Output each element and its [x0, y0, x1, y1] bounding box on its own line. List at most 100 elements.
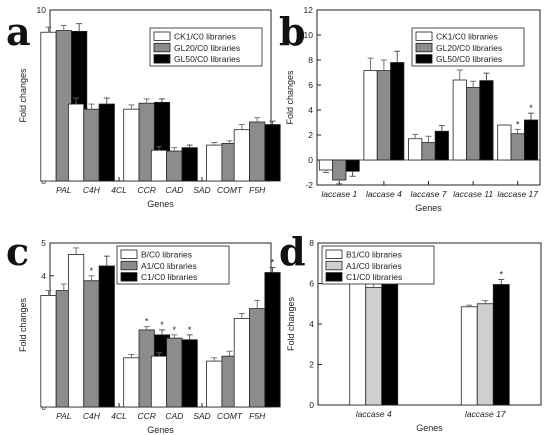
significance-star: * [271, 258, 275, 268]
y-axis-label: Fold changes [286, 296, 296, 351]
bar [318, 159, 334, 171]
y-tick-label: 2 [308, 130, 313, 140]
significance-star: * [529, 103, 533, 113]
y-tick-label: 6 [309, 279, 314, 289]
bar [249, 308, 266, 408]
legend-swatch [120, 272, 138, 282]
bar [479, 80, 494, 161]
bar [421, 142, 436, 161]
y-tick-label: 2 [309, 360, 314, 370]
y-tick-label: 4 [309, 319, 314, 329]
bar [98, 103, 115, 182]
bar [206, 360, 223, 408]
x-tick-label: CCR [137, 411, 155, 421]
significance-star: * [160, 320, 164, 330]
y-axis-label: Fold changes [285, 70, 295, 125]
y-axis-label: Fold changes [18, 297, 28, 352]
bar [365, 287, 383, 406]
bar [460, 306, 478, 406]
bar [150, 149, 168, 182]
legend-label: CK1/C0 libraries [174, 32, 236, 42]
x-tick-label: CAD [165, 185, 183, 195]
panel-letter-b: b [279, 9, 306, 54]
significance-star: * [90, 266, 94, 276]
x-tick-label: PAL [56, 185, 72, 195]
legend-label: GL50/C0 libraries [174, 54, 240, 64]
x-tick-label: SAD [193, 411, 210, 421]
panel-letter-a: a [6, 9, 31, 54]
legend-label: C1/C0 libraries [346, 272, 402, 282]
legend-swatch [325, 249, 343, 259]
bar [166, 150, 183, 182]
legend-label: CK1/C0 libraries [436, 32, 498, 42]
bar [492, 284, 510, 406]
x-tick-label: 4CL [111, 411, 127, 421]
bar [476, 303, 494, 406]
bar [349, 281, 367, 406]
bar [123, 108, 140, 182]
panel-c: c 012345PALC4H4CLCCRCADSADCOMTF5H******G… [6, 229, 281, 435]
bar [83, 280, 100, 408]
bar [233, 318, 250, 408]
y-tick-label: 6 [308, 80, 313, 90]
legend-label: A1/C0 libraries [141, 261, 197, 271]
bar [206, 144, 223, 182]
significance-star: * [145, 317, 149, 327]
legend-swatch [120, 260, 138, 271]
x-tick-label: CAD [165, 411, 183, 421]
legend-swatch [325, 272, 343, 282]
bar [68, 254, 85, 408]
x-axis-label: Genes [415, 203, 442, 213]
x-tick-label: COMT [217, 185, 243, 195]
y-tick-label: 4 [41, 271, 46, 281]
y-tick-label: 4 [308, 105, 313, 115]
bar [264, 272, 281, 408]
x-tick-label: F5H [249, 185, 266, 195]
panel-letter-c: c [6, 229, 29, 274]
bar [510, 133, 525, 161]
significance-star: * [188, 325, 192, 335]
x-tick-label: SAD [193, 185, 210, 195]
legend-swatch [153, 54, 171, 64]
x-tick-label: laccase 4 [356, 409, 392, 419]
x-tick-label: PAL [56, 411, 72, 421]
x-tick-label: laccase 17 [465, 409, 506, 419]
bar [40, 31, 57, 182]
legend-label: B1/C0 libraries [346, 250, 402, 260]
x-axis-label: Genes [147, 425, 174, 435]
x-tick-label: COMT [217, 411, 243, 421]
y-tick-label: 12 [304, 5, 314, 15]
x-axis-label: Genes [416, 423, 443, 433]
bar [452, 79, 467, 161]
legend-swatch [153, 31, 171, 41]
bar [497, 124, 512, 161]
y-tick-label: 8 [308, 55, 313, 65]
bar [363, 70, 378, 161]
legend-label: GL20/C0 libraries [174, 43, 240, 53]
x-tick-label: laccase 11 [453, 189, 493, 199]
panel-a: a 0246810PALC4H4CLCCRCADSADCOMTF5HGenesF… [6, 5, 281, 209]
x-tick-label: C4H [83, 411, 101, 421]
bar [376, 70, 391, 161]
legend-swatch [415, 42, 433, 53]
legend-label: GL50/C0 libraries [436, 54, 502, 64]
bar [434, 130, 449, 161]
bar [233, 129, 250, 182]
bar [98, 265, 115, 408]
bar [390, 62, 405, 161]
bar [83, 108, 100, 182]
bar [40, 295, 57, 408]
panel-letter-d: d [279, 229, 306, 274]
legend-label: A1/C0 libraries [346, 261, 402, 271]
bar [249, 121, 266, 182]
legend-swatch [415, 31, 433, 41]
x-axis-label: Genes [147, 199, 174, 209]
x-tick-label: laccase 4 [366, 189, 402, 199]
x-tick-label: laccase 1 [321, 189, 357, 199]
y-tick-label: 10 [37, 5, 47, 15]
bar [68, 103, 85, 182]
x-tick-label: F5H [249, 411, 266, 421]
legend-label: GL20/C0 libraries [436, 43, 502, 53]
bar [123, 357, 140, 408]
